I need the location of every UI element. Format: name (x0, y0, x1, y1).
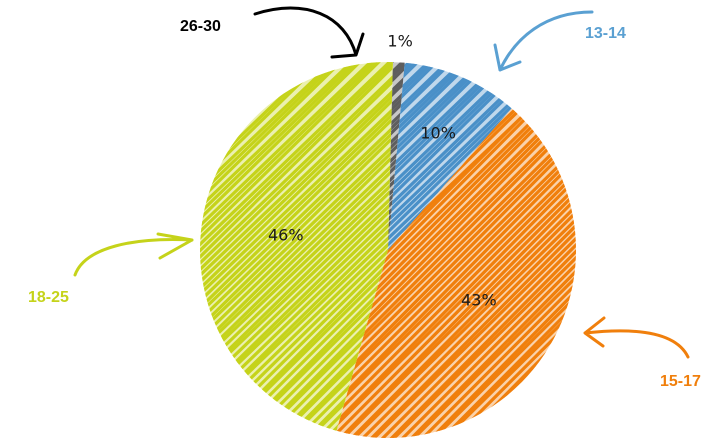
pie-slice-18-25 (200, 62, 394, 438)
value-label-18-25: 46% (268, 225, 304, 244)
category-label-18-25: 18-25 (28, 289, 69, 306)
category-label-15-17: 15-17 (660, 373, 701, 390)
value-label-15-17: 43% (461, 290, 497, 309)
arrow-18-25 (73, 232, 194, 277)
arrow-13-14 (493, 10, 594, 72)
value-label-26-30: 1% (387, 31, 412, 50)
category-label-13-14: 13-14 (585, 25, 626, 42)
value-label-13-14: 10% (420, 123, 456, 142)
arrow-15-17 (583, 316, 690, 359)
arrow-26-30 (253, 6, 365, 59)
category-label-26-30: 26-30 (180, 18, 221, 35)
